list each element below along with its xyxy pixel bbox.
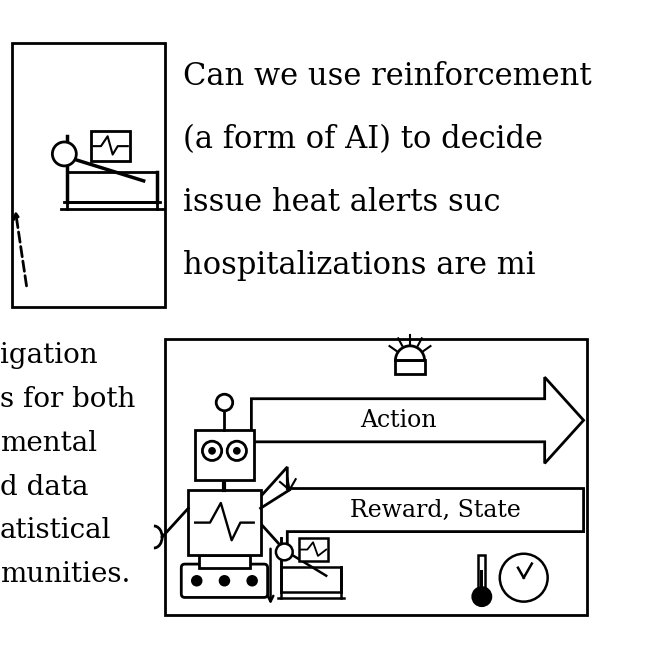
- FancyBboxPatch shape: [181, 564, 268, 597]
- Bar: [189, 490, 261, 555]
- Text: (a form of AI) to decide: (a form of AI) to decide: [183, 124, 542, 155]
- Circle shape: [208, 447, 216, 455]
- Bar: [12, 43, 164, 307]
- Text: Action: Action: [360, 409, 436, 432]
- Text: hospitalizations are mi: hospitalizations are mi: [183, 250, 535, 281]
- Circle shape: [276, 544, 293, 560]
- Bar: [195, 430, 253, 479]
- Text: munities.: munities.: [0, 561, 130, 588]
- Text: atistical: atistical: [0, 517, 111, 544]
- Text: d data: d data: [0, 474, 88, 500]
- Bar: [480, 570, 483, 592]
- Bar: [478, 555, 485, 592]
- Circle shape: [202, 441, 221, 460]
- Circle shape: [219, 575, 230, 586]
- Bar: [91, 131, 130, 161]
- Bar: [198, 555, 250, 568]
- Text: s for both: s for both: [0, 386, 136, 413]
- Circle shape: [227, 441, 246, 460]
- Circle shape: [216, 394, 233, 411]
- Bar: [281, 567, 341, 592]
- Polygon shape: [252, 377, 584, 463]
- Wedge shape: [396, 346, 424, 360]
- Text: issue heat alerts suc: issue heat alerts suc: [183, 187, 500, 218]
- Circle shape: [52, 142, 77, 166]
- Circle shape: [473, 588, 491, 606]
- Text: igation: igation: [0, 343, 98, 369]
- Circle shape: [233, 447, 240, 455]
- Bar: [67, 172, 157, 202]
- Bar: [164, 339, 587, 615]
- Circle shape: [191, 575, 202, 586]
- Text: Reward, State: Reward, State: [350, 498, 521, 521]
- Text: Can we use reinforcement: Can we use reinforcement: [183, 61, 591, 92]
- Circle shape: [246, 575, 258, 586]
- Circle shape: [500, 553, 548, 602]
- Bar: [395, 360, 424, 373]
- Bar: [299, 538, 328, 561]
- Text: mental: mental: [0, 430, 97, 457]
- Polygon shape: [248, 467, 584, 553]
